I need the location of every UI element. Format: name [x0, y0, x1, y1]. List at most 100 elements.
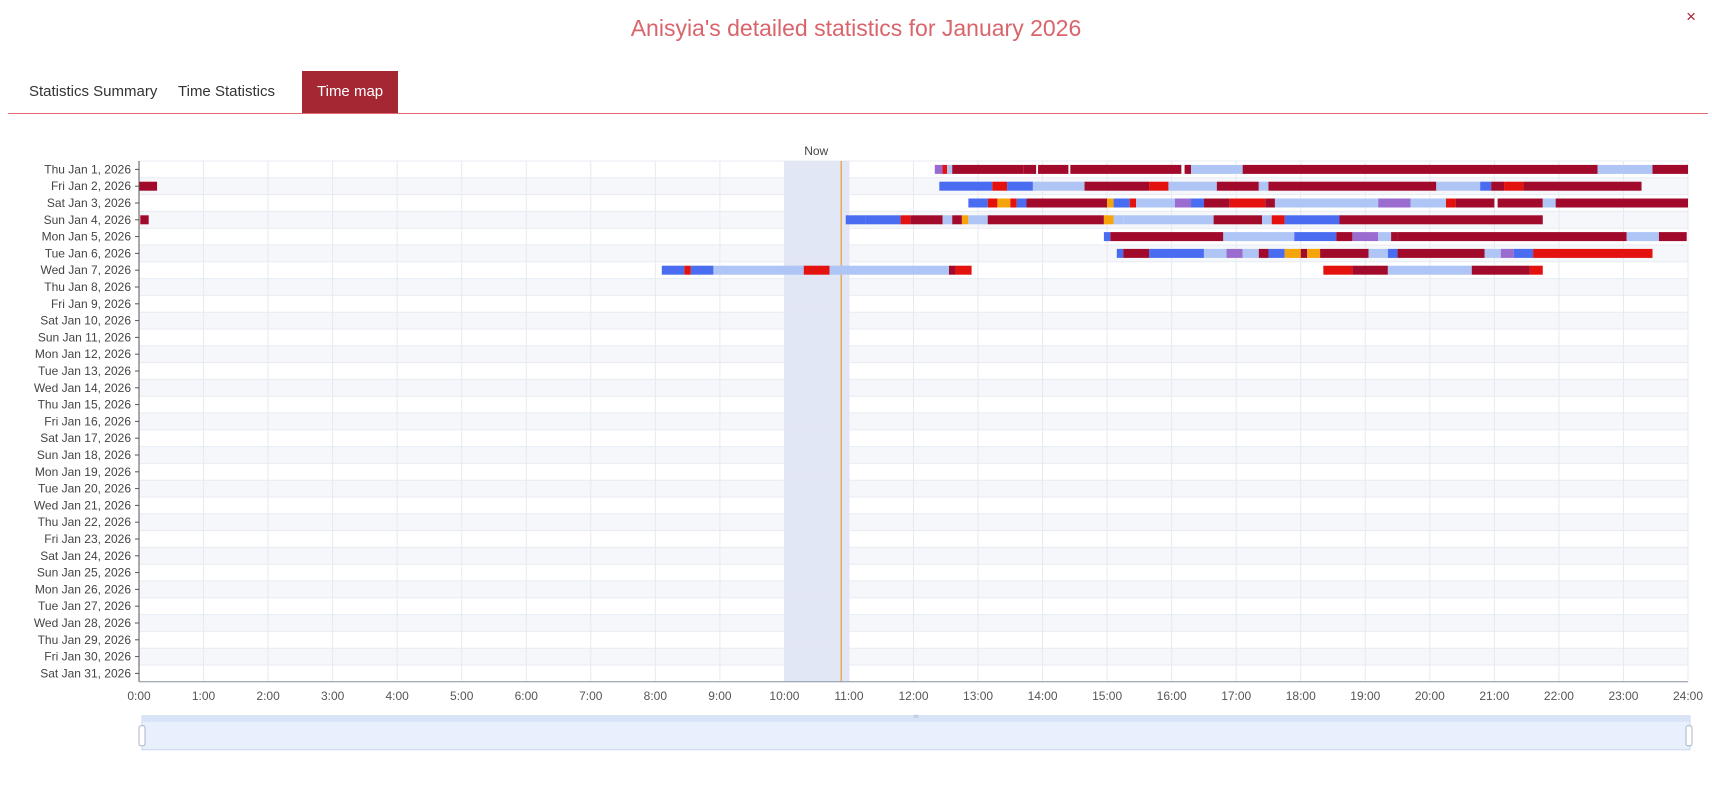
activity-bar — [1229, 198, 1266, 208]
x-tick-label: 3:00 — [321, 689, 345, 703]
x-tick-label: 17:00 — [1221, 689, 1251, 703]
activity-bar — [1352, 232, 1379, 242]
day-label: Thu Jan 22, 2026 — [38, 515, 132, 529]
now-band — [784, 161, 849, 682]
day-label: Sat Jan 3, 2026 — [47, 196, 131, 210]
activity-bar — [1500, 248, 1514, 258]
day-label: Tue Jan 27, 2026 — [38, 599, 131, 613]
activity-bar — [1300, 248, 1308, 258]
activity-bar — [947, 164, 953, 174]
x-tick-label: 9:00 — [708, 689, 732, 703]
activity-bar — [934, 164, 943, 174]
activity-bar — [1262, 215, 1272, 225]
activity-bar — [1268, 181, 1437, 191]
activity-bar — [139, 181, 158, 191]
day-label: Fri Jan 9, 2026 — [51, 297, 131, 311]
x-tick-label: 20:00 — [1415, 689, 1445, 703]
activity-bar — [961, 215, 969, 225]
day-label: Wed Jan 21, 2026 — [34, 498, 132, 512]
activity-bar — [1136, 198, 1175, 208]
activity-bar — [1191, 164, 1243, 174]
activity-bar — [1242, 164, 1598, 174]
activity-bar — [1387, 248, 1398, 258]
activity-bar — [845, 215, 866, 225]
day-label: Fri Jan 16, 2026 — [44, 414, 131, 428]
day-label: Wed Jan 14, 2026 — [34, 381, 132, 395]
day-label: Tue Jan 6, 2026 — [45, 246, 132, 260]
x-tick-label: 21:00 — [1479, 689, 1509, 703]
activity-bar — [829, 265, 949, 275]
range-slider-left-handle[interactable] — [138, 725, 146, 747]
tab-time-statistics[interactable]: Time Statistics — [178, 83, 275, 100]
activity-bar — [1016, 198, 1027, 208]
activity-bar — [1216, 181, 1259, 191]
activity-bar — [1203, 198, 1230, 208]
activity-bar — [952, 215, 962, 225]
activity-bar — [1391, 232, 1398, 242]
activity-bar — [910, 215, 943, 225]
activity-bar — [1023, 164, 1037, 174]
activity-bar — [1323, 265, 1353, 275]
activity-bar — [865, 215, 901, 225]
activity-bar — [1336, 232, 1353, 242]
x-tick-label: 2:00 — [256, 689, 280, 703]
activity-bar — [1226, 248, 1243, 258]
activity-bar — [1387, 265, 1472, 275]
x-tick-label: 15:00 — [1092, 689, 1122, 703]
activity-bar — [1455, 198, 1495, 208]
activity-bar — [1529, 265, 1543, 275]
tab-time-map[interactable]: Time map — [302, 71, 399, 113]
day-label: Tue Jan 13, 2026 — [38, 364, 131, 378]
day-label: Sun Jan 25, 2026 — [37, 566, 131, 580]
day-label: Fri Jan 2, 2026 — [51, 179, 131, 193]
activity-bar — [1129, 198, 1137, 208]
activity-bar — [1652, 164, 1688, 174]
activity-bar — [1070, 164, 1182, 174]
activity-bar — [1113, 198, 1130, 208]
activity-bar — [1352, 265, 1388, 275]
day-label: Sat Jan 31, 2026 — [40, 666, 131, 680]
tab-statistics-summary[interactable]: Statistics Summary — [29, 83, 158, 100]
activity-bar — [1491, 181, 1505, 191]
activity-bar — [1658, 232, 1687, 242]
x-tick-label: 18:00 — [1286, 689, 1316, 703]
activity-bar — [1032, 181, 1085, 191]
activity-bar — [1223, 232, 1295, 242]
activity-bar — [992, 181, 1008, 191]
day-label: Sun Jan 11, 2026 — [38, 330, 132, 344]
activity-bar — [1242, 248, 1259, 258]
dialog-title: Anisyia's detailed statistics for Januar… — [630, 15, 1082, 41]
time-map-chart: 0:00 1:00 2:00 3:00 4:00 5:00 6:00 7:00 8:00 9:00… — [34, 144, 1703, 751]
day-label: Mon Jan 26, 2026 — [35, 582, 131, 596]
day-label: Mon Jan 5, 2026 — [42, 230, 132, 244]
activity-bar — [1026, 198, 1108, 208]
range-slider-move-handle[interactable] — [913, 714, 919, 718]
range-slider-right-handle[interactable] — [1685, 725, 1693, 747]
x-tick-label: 1:00 — [192, 689, 216, 703]
day-label: Thu Jan 8, 2026 — [44, 280, 131, 294]
x-tick-label: 16:00 — [1157, 689, 1187, 703]
activity-bar — [1320, 248, 1369, 258]
activity-bar — [1107, 198, 1114, 208]
activity-bar — [1174, 198, 1192, 208]
activity-bar — [1110, 232, 1224, 242]
activity-bar — [948, 265, 956, 275]
activity-bar — [1274, 198, 1379, 208]
day-label: Thu Jan 29, 2026 — [38, 633, 132, 647]
day-label: Thu Jan 1, 2026 — [44, 162, 131, 176]
x-tick-label: 19:00 — [1350, 689, 1380, 703]
activity-bar — [1168, 181, 1217, 191]
activity-bar — [1123, 215, 1214, 225]
activity-bar — [1533, 248, 1653, 258]
activity-bar — [690, 265, 714, 275]
activity-bar — [1626, 232, 1659, 242]
activity-bar — [1378, 232, 1392, 242]
close-icon[interactable]: × — [1686, 7, 1696, 26]
activity-bar — [942, 215, 953, 225]
activity-bar — [1471, 265, 1530, 275]
activity-bar — [987, 198, 998, 208]
activity-bar — [1307, 248, 1321, 258]
activity-bar — [1436, 181, 1481, 191]
activity-bar — [1258, 248, 1269, 258]
activity-bar — [1484, 248, 1501, 258]
